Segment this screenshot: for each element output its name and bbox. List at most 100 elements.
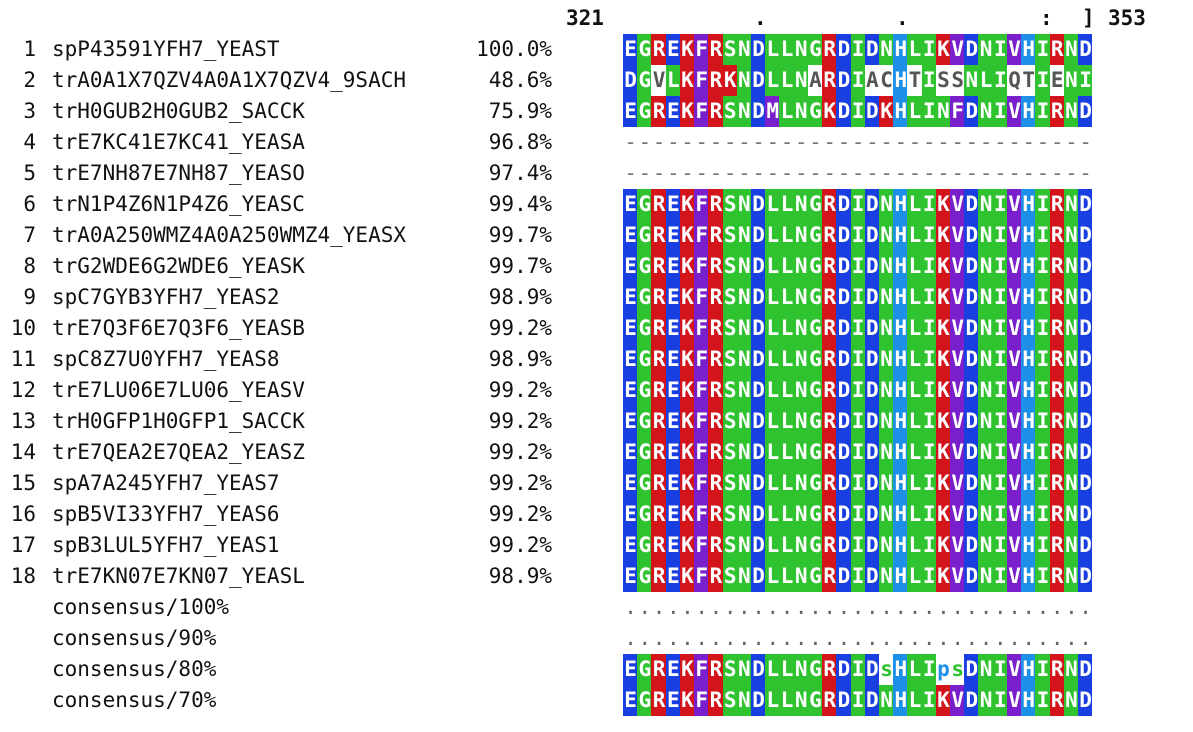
residue: L [779, 251, 794, 282]
residue: . [766, 626, 779, 650]
residue: N [1063, 561, 1078, 592]
residue: V [1006, 220, 1022, 251]
residue: D [864, 34, 879, 65]
residue: . [794, 595, 808, 619]
residue: N [1063, 530, 1078, 561]
row-number: 17 [10, 533, 36, 557]
residue: L [907, 654, 922, 685]
residue: G [807, 530, 823, 561]
residue: D [750, 251, 766, 282]
residue: D [836, 406, 851, 437]
residue: D [1078, 437, 1093, 468]
residue: K [679, 65, 695, 96]
residue: G [637, 96, 652, 127]
residue: R [651, 344, 666, 375]
residue: D [964, 406, 979, 437]
alignment-row: 3 trH0GUB2H0GUB2_SACCK 75.9% E G R E K F R S N D M L N G… [0, 96, 1193, 127]
residue: G [807, 344, 823, 375]
row-number: 15 [10, 471, 36, 495]
residue: S [722, 375, 737, 406]
residue: G [637, 313, 652, 344]
residue: Q [1008, 68, 1021, 92]
residue: D [1078, 313, 1093, 344]
residue: R [708, 282, 723, 313]
residue: N [793, 65, 808, 96]
residue: L [765, 34, 780, 65]
residue: N [978, 189, 993, 220]
residue: R [822, 437, 837, 468]
residue: D [836, 313, 851, 344]
residue: I [992, 220, 1007, 251]
residue: D [836, 685, 851, 716]
residue: G [637, 685, 652, 716]
residue: - [1036, 130, 1050, 154]
residue: s [951, 657, 964, 681]
residue: L [779, 406, 794, 437]
residue: E [665, 189, 680, 220]
residue: I [1035, 468, 1050, 499]
residue: S [722, 189, 737, 220]
residue: R [651, 189, 666, 220]
residue: N [1063, 96, 1078, 127]
residue: L [907, 344, 922, 375]
residue: L [779, 499, 794, 530]
residue: D [836, 437, 851, 468]
residue: I [992, 530, 1007, 561]
residue: I [1035, 344, 1050, 375]
residue: N [1063, 65, 1078, 96]
row-number: 9 [23, 285, 36, 309]
residue: D [836, 468, 851, 499]
residue: N [793, 251, 808, 282]
residue: G [807, 375, 823, 406]
residue: . [681, 626, 694, 650]
residue: G [637, 561, 652, 592]
residue: L [907, 96, 922, 127]
residue: - [780, 161, 794, 185]
residue: G [807, 220, 823, 251]
alignment-row: 14 trE7QEA2E7QEA2_YEASZ 99.2% E G R E K F R S N D L L N… [0, 437, 1193, 468]
residue: - [866, 161, 879, 185]
residue: H [1021, 685, 1036, 716]
residue: H [1021, 344, 1036, 375]
residue: I [992, 561, 1007, 592]
residue: R [822, 313, 837, 344]
residue: L [765, 530, 780, 561]
residue: F [694, 34, 709, 65]
residue: I [1035, 65, 1050, 96]
residue: D [864, 189, 879, 220]
residue: D [864, 499, 879, 530]
residue: R [708, 220, 723, 251]
residue: G [637, 654, 652, 685]
residue: K [679, 406, 695, 437]
residue: N [736, 96, 751, 127]
residue: N [736, 499, 751, 530]
alignment-row: 18 trE7KN07E7KN07_YEASL 98.9% E G R E K F R S N D L L N… [0, 561, 1193, 592]
residue: - [738, 161, 751, 185]
residue: H [1021, 437, 1036, 468]
residue: G [807, 96, 823, 127]
residue: I [992, 654, 1007, 685]
residue: L [907, 561, 922, 592]
residue: E [665, 530, 680, 561]
residue: . [1022, 595, 1035, 619]
residue: A [866, 68, 879, 92]
row-number: 1 [23, 37, 36, 61]
identity-percent: 98.9% [488, 347, 552, 371]
residue: D [836, 96, 851, 127]
residue: D [623, 65, 638, 96]
residue: K [935, 34, 951, 65]
residue: - [894, 130, 907, 154]
residue: G [637, 251, 652, 282]
residue: E [623, 499, 638, 530]
residue: L [907, 313, 922, 344]
residue: L [978, 65, 993, 96]
residue: N [736, 561, 751, 592]
residue: K [935, 251, 951, 282]
residue: . [937, 595, 950, 619]
residue: V [1006, 499, 1022, 530]
residue: D [750, 34, 766, 65]
residue: D [864, 313, 879, 344]
residue: L [907, 189, 922, 220]
residue: L [765, 437, 780, 468]
residue: N [964, 65, 979, 96]
